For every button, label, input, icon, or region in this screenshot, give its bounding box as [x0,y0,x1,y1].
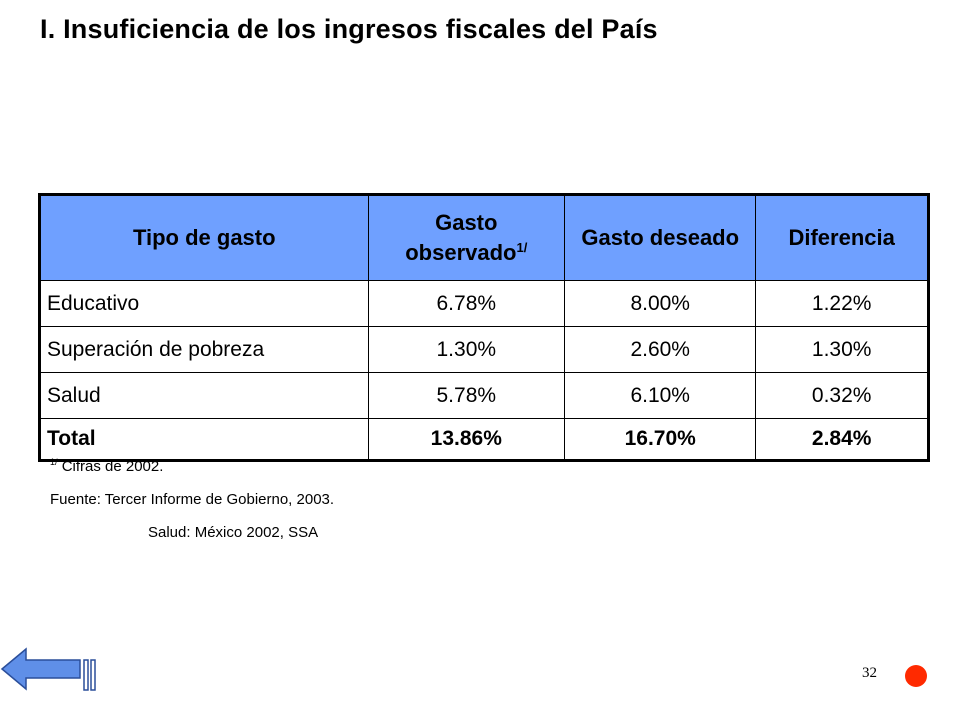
header-observado: Gasto observado1/ [367,194,566,281]
header-deseado: Gasto deseado [564,194,757,281]
cell-observado: 13.86% [367,418,566,461]
cell-tipo: Salud [39,372,369,419]
spending-table: Tipo de gasto Gasto observado1/ Gasto de… [38,193,930,462]
footnote-text: Cifras de 2002. [61,458,164,475]
header-observado-label: Gasto observado [405,210,517,265]
cell-tipo: Educativo [39,280,369,327]
cell-diferencia: 1.30% [755,326,929,373]
cell-observado: 1.30% [367,326,566,373]
back-arrow-icon [0,647,96,691]
footnote: 1/ Cifras de 2002. [50,457,164,476]
table-row-pobreza: Superación de pobreza 1.30% 2.60% 1.30% [39,326,929,373]
slide-title: I. Insuficiencia de los ingresos fiscale… [40,14,658,44]
page-number: 32 [862,665,877,681]
cell-diferencia: 0.32% [755,372,929,419]
cell-tipo: Superación de pobreza [39,326,369,373]
cell-diferencia: 1.22% [755,280,929,327]
cell-tipo: Total [39,418,369,461]
cell-observado: 6.78% [367,280,566,327]
cell-deseado: 2.60% [564,326,757,373]
header-observado-footnote: 1/ [516,240,528,255]
cell-diferencia: 2.84% [755,418,929,461]
table-row-total: Total 13.86% 16.70% 2.84% [39,418,929,461]
source-note: Fuente: Tercer Informe de Gobierno, 2003… [50,491,335,508]
back-button[interactable] [0,646,100,692]
table-row-salud: Salud 5.78% 6.10% 0.32% [39,372,929,419]
cell-deseado: 16.70% [564,418,757,461]
header-diferencia: Diferencia [755,194,929,281]
cell-observado: 5.78% [367,372,566,419]
table-row-educativo: Educativo 6.78% 8.00% 1.22% [39,280,929,327]
header-tipo: Tipo de gasto [39,194,369,281]
red-dot-icon [905,665,927,687]
source-extra-note: Salud: México 2002, SSA [148,524,319,541]
cell-deseado: 6.10% [564,372,757,419]
table-header-row: Tipo de gasto Gasto observado1/ Gasto de… [39,194,929,281]
cell-deseado: 8.00% [564,280,757,327]
footnote-marker: 1/ [50,457,58,467]
